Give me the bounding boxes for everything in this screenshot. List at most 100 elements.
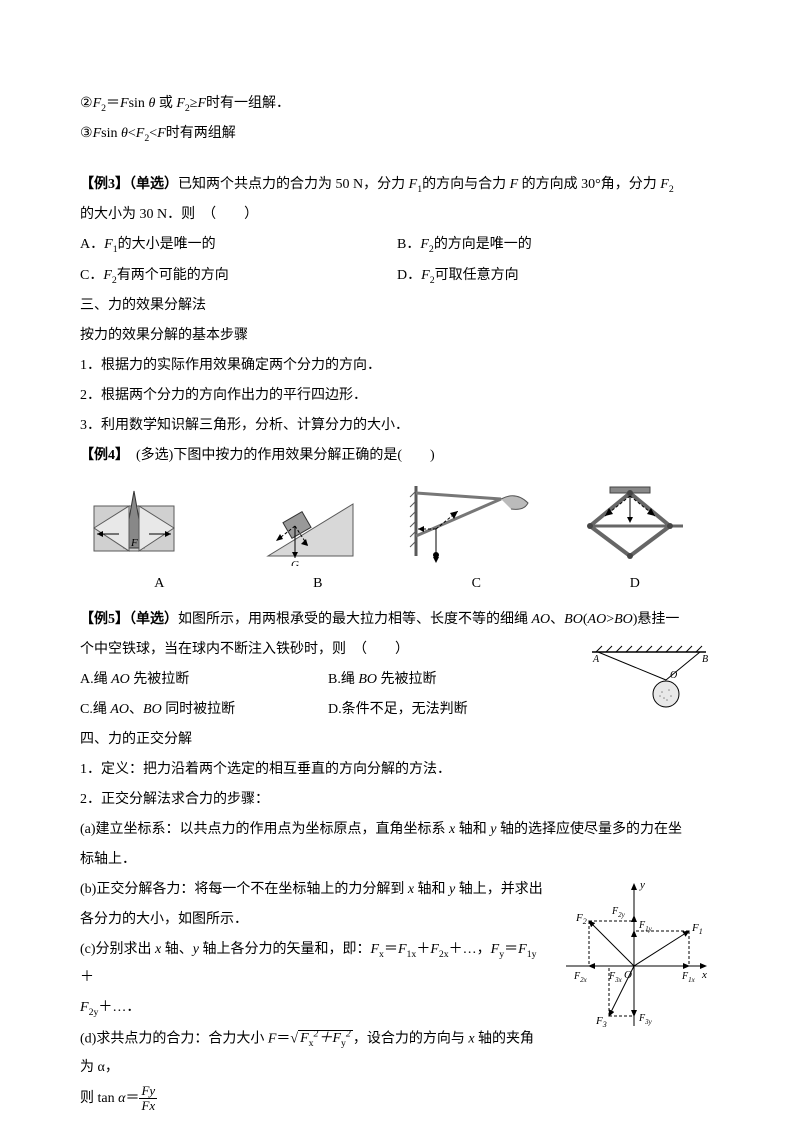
ex3-row-ab: A．F1的大小是唯一的 B．F2的方向是唯一的 [80, 231, 714, 259]
sec3-l1: 按力的效果分解的基本步骤 [80, 322, 714, 350]
opt-c-text: 有两个可能的方向 [117, 268, 229, 283]
ex5-q1: 如图所示，用两根承受的最大拉力相等、长度不等的细绳 [178, 612, 532, 627]
tail: 时有两组解 [166, 126, 236, 141]
a-tail: 轴的选择应使尽量多的力在坐 [496, 822, 682, 837]
svg-text:F1x: F1x [681, 971, 696, 984]
opt-a-text: 先被拉断 [130, 672, 190, 687]
fraction: FyFx [139, 1084, 157, 1114]
jack-icon [565, 481, 695, 566]
svg-text:F2y: F2y [611, 906, 626, 919]
plus: ＋ [80, 970, 94, 985]
wedge-icon: F [89, 486, 179, 566]
ex3-line2-text: 的大小为 30 N．则 （ ） [80, 207, 258, 222]
var-f1y: F1y [518, 942, 536, 957]
lt: < [128, 126, 136, 141]
eq: ＝ [384, 942, 398, 957]
theta: θ [117, 126, 127, 141]
var-bo: BO [143, 702, 162, 717]
var-bo: BO [564, 612, 583, 627]
incline-icon: G [248, 486, 358, 566]
sep: 、 [129, 702, 143, 717]
ex4-line: 【例4】 (多选)下图中按力的作用效果分解正确的是( ) [80, 442, 714, 470]
ex3-q2: 的方向与合力 [422, 177, 510, 192]
ex3-title: 【例3】（单选） [80, 177, 178, 192]
var-fy: Fy [491, 942, 504, 957]
var-f2: F2 [660, 177, 673, 192]
svg-text:x: x [701, 969, 707, 981]
top-line-2: ③Fsin θ<F2<F时有两组解 [80, 120, 714, 148]
var-fx: Fx [370, 942, 383, 957]
svg-text:F2x: F2x [573, 971, 588, 984]
eq: ＝ [504, 942, 518, 957]
var-f2y: F2y [80, 1000, 98, 1015]
opt-d-pre: D． [397, 268, 421, 283]
sep: 、 [550, 612, 564, 627]
marker: ② [80, 96, 93, 111]
svg-text:O: O [670, 670, 677, 681]
var-f: F [157, 126, 166, 141]
label-c: C [406, 570, 546, 598]
var-f: F [510, 177, 519, 192]
var-f2: F2 [103, 268, 116, 283]
svg-text:y: y [639, 879, 645, 891]
theta: θ [145, 96, 155, 111]
gt: > [606, 612, 614, 627]
c-tail: ＋…． [98, 1000, 140, 1015]
var-f: F [93, 126, 102, 141]
opt-c-pre: C． [80, 268, 103, 283]
var-ao: AO [588, 612, 607, 627]
dots: ＋…， [449, 942, 491, 957]
opt-c-text: 同时被拉断 [162, 702, 236, 717]
ex5-row-ab: A.绳 AO 先被拉断 B.绳 BO 先被拉断 [80, 666, 576, 694]
var-f2: F2 [421, 268, 434, 283]
svg-text:G: G [291, 559, 299, 566]
var-f2: F2 [93, 96, 106, 111]
opt-a-pre: A． [80, 237, 104, 252]
svg-text:F1y: F1y [638, 920, 653, 933]
lt: < [149, 126, 157, 141]
sec4-e-line: 则 tan α＝FyFx [80, 1084, 714, 1114]
c-pre: (c)分别求出 [80, 942, 155, 957]
sqrt-expr: √Fx2＋Fy2 [290, 1025, 352, 1054]
svg-text:B: B [702, 654, 708, 665]
svg-text:F: F [130, 537, 138, 549]
frac-num: Fy [139, 1084, 157, 1099]
diagram-b: G B [248, 486, 388, 598]
svg-text:F3x: F3x [608, 971, 623, 984]
opt-c-pre: C.绳 [80, 702, 110, 717]
sin: sin [101, 126, 117, 141]
diagram-a: F A [89, 486, 229, 598]
label-a: A [89, 570, 229, 598]
var-bo: BO [614, 612, 633, 627]
ex4-diagrams: F A G B F C [80, 488, 714, 598]
top-line-1: ②F2＝Fsin θ 或 F2≥F时有一组解． [80, 90, 714, 118]
orthogonal-figure: x y O F1 F1x F1y F2 F2x F2y F3 F3x F3y [554, 876, 714, 1036]
eq: ＝ [276, 1031, 290, 1046]
sec4-l1: 1．定义：把力沿着两个选定的相互垂直的方向分解的方法． [80, 756, 714, 784]
var-ao: AO [110, 702, 129, 717]
ex3-line2: 的大小为 30 N．则 （ ） [80, 201, 714, 229]
opt-d-text: D.条件不足，无法判断 [328, 702, 468, 717]
var-f2b: F2 [176, 96, 189, 111]
ex5-line1: 【例5】（单选）如图所示，用两根承受的最大拉力相等、长度不等的细绳 AO、BO(… [80, 606, 714, 634]
svg-text:A: A [592, 654, 600, 665]
frac-den: Fx [139, 1099, 157, 1113]
ex4-q: (多选)下图中按力的作用效果分解正确的是( ) [136, 448, 435, 463]
var-ao: AO [111, 672, 130, 687]
diagram-c: F C [406, 481, 546, 598]
e-pre: 则 tan [80, 1091, 118, 1106]
var-f1x: F1x [398, 942, 416, 957]
svg-text:F2: F2 [575, 912, 587, 926]
opt-b-text: 先被拉断 [377, 672, 437, 687]
ex5-q4: )悬挂一 [633, 612, 680, 627]
opt-b-pre: B.绳 [328, 672, 358, 687]
opt-a-text: 的大小是唯一的 [118, 237, 216, 252]
var-f2: F2 [136, 126, 149, 141]
d-pre: (d)求共点力的合力：合力大小 [80, 1031, 268, 1046]
var-f2x: F2x [430, 942, 448, 957]
diagram-d: D [565, 481, 705, 598]
var-f: F [197, 96, 206, 111]
ex4-title: 【例4】 [80, 448, 122, 463]
var-f2: F2 [420, 237, 433, 252]
or: 或 [155, 96, 176, 111]
